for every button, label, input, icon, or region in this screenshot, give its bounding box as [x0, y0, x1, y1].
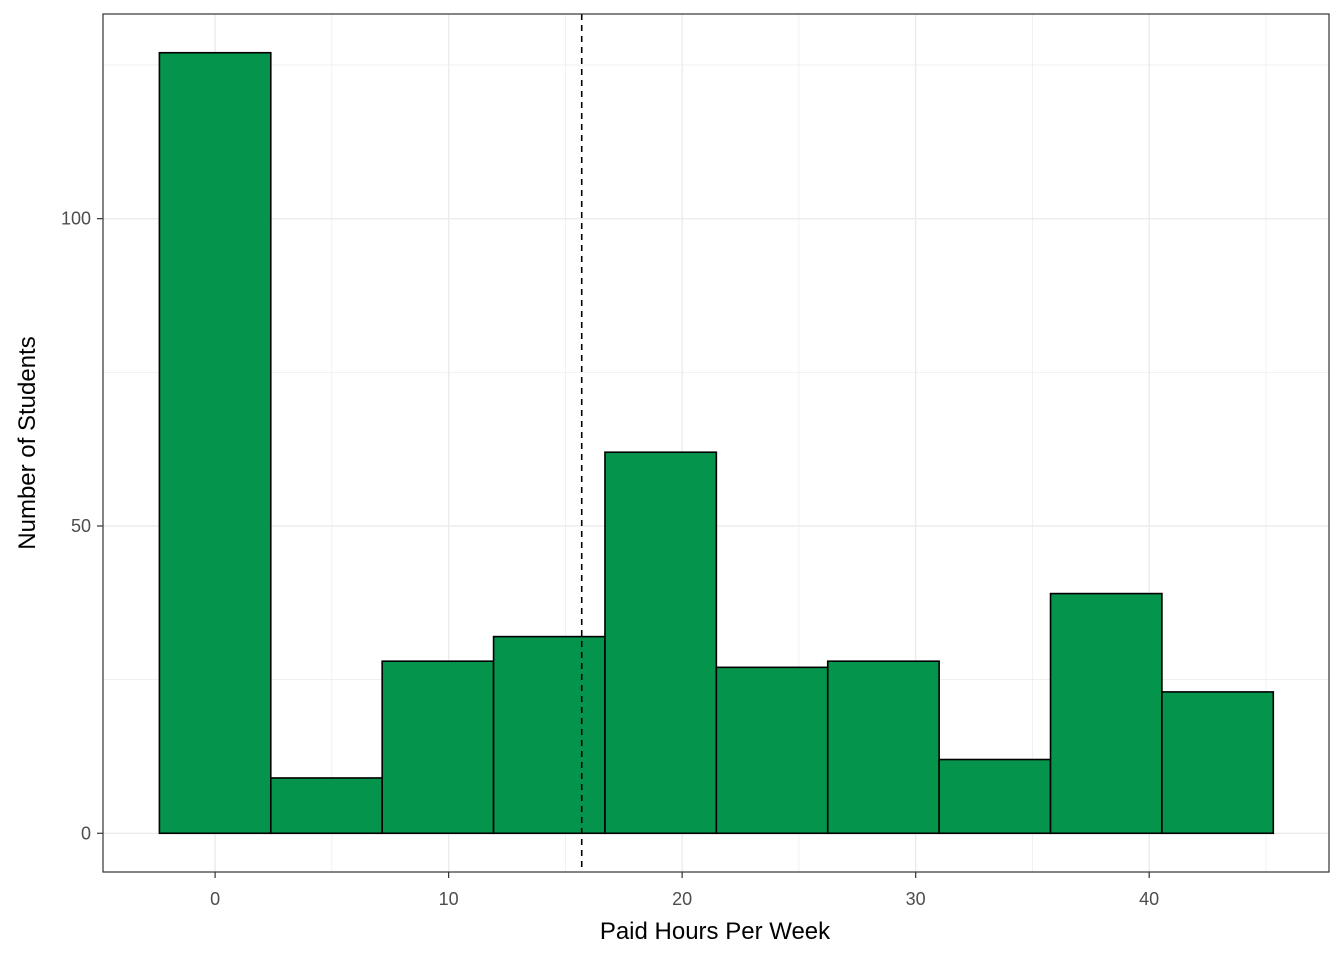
y-axis: 0 50 100: [61, 209, 103, 843]
histogram-bar-7: [826, 660, 940, 835]
x-tick-label: 0: [210, 889, 220, 909]
x-tick-label: 20: [672, 889, 692, 909]
plot-border: [102, 13, 1330, 873]
histogram-bar-4: [492, 635, 606, 835]
x-axis: 0 10 20 30 40: [210, 872, 1159, 909]
histogram-bar-10: [1161, 691, 1275, 835]
histogram-bar-6: [715, 666, 829, 835]
x-axis-title: Paid Hours Per Week: [600, 918, 831, 945]
y-tick-label: 50: [71, 516, 91, 536]
histogram-bar-2: [269, 777, 383, 835]
bars: [158, 51, 1275, 835]
y-tick-label: 0: [81, 823, 91, 843]
histogram-bar-3: [381, 660, 495, 835]
x-tick-label: 40: [1139, 889, 1159, 909]
histogram-bar-8: [938, 758, 1052, 835]
histogram-bar-1: [158, 51, 272, 835]
histogram-bar-9: [1049, 592, 1163, 835]
y-tick-label: 100: [61, 209, 91, 229]
x-tick-label: 30: [906, 889, 926, 909]
x-tick-label: 10: [439, 889, 459, 909]
y-axis-title: Number of Students: [14, 336, 41, 549]
histogram-bar-5: [604, 451, 718, 835]
